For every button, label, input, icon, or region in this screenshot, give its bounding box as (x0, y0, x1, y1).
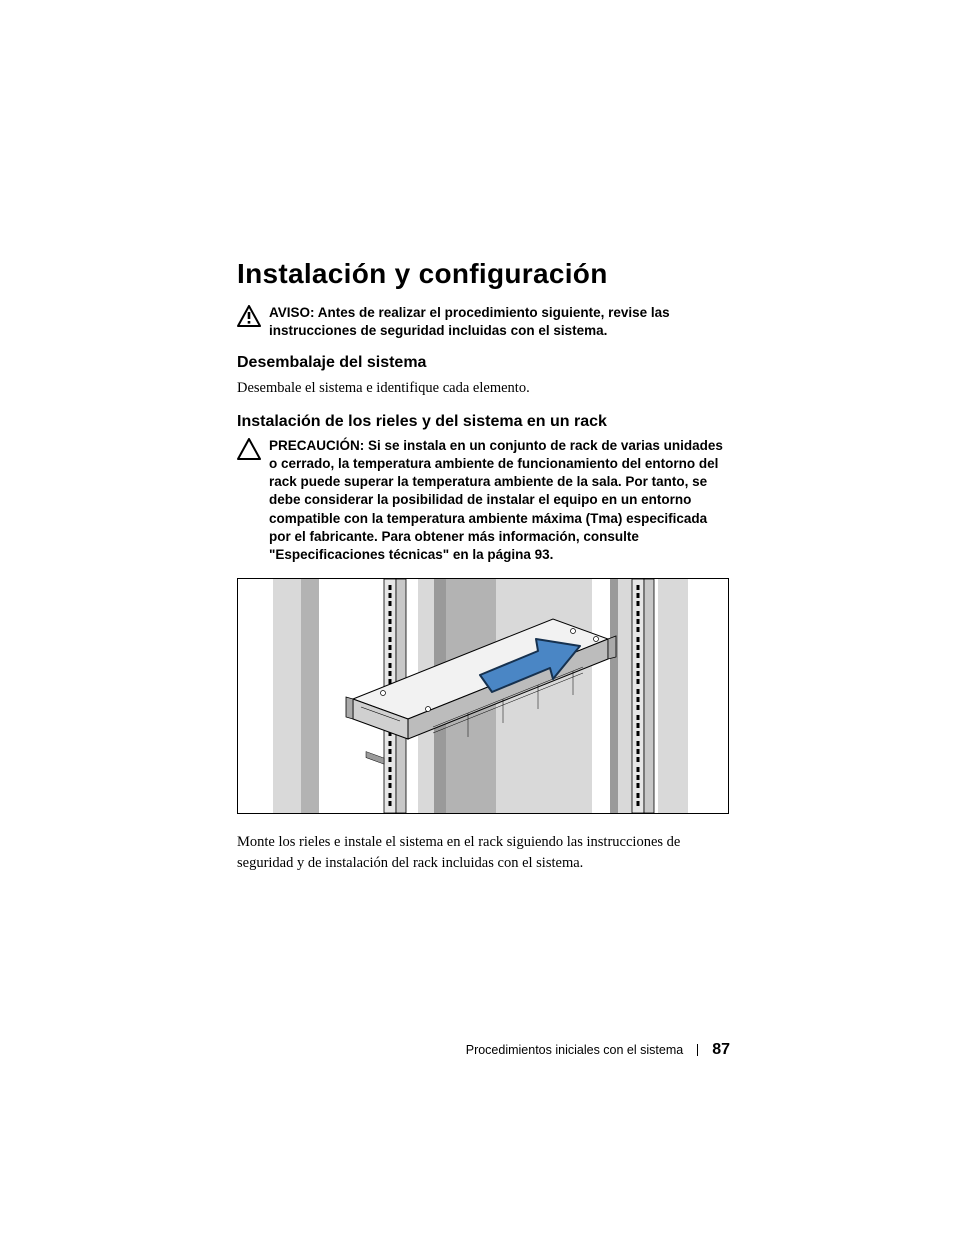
body-unpack: Desembale el sistema e identifique cada … (237, 378, 732, 398)
subheading-rails: Instalación de los rieles y del sistema … (237, 413, 732, 431)
subheading-unpack: Desembalaje del sistema (237, 354, 732, 372)
warning-block: AVISO: Antes de realizar el procedimient… (237, 304, 732, 340)
caution-text: PRECAUCIÓN: Si se instala en un conjunto… (269, 437, 732, 565)
warning-icon (237, 305, 261, 332)
caution-block: PRECAUCIÓN: Si se instala en un conjunto… (237, 437, 732, 565)
rack-install-illustration (237, 578, 729, 814)
caution-body: Si se instala en un conjunto de rack de … (269, 438, 723, 562)
footer-section: Procedimientos iniciales con el sistema (466, 1043, 683, 1057)
page-root: Instalación y configuración AVISO: Antes… (0, 0, 954, 1235)
warning-text: AVISO: Antes de realizar el procedimient… (269, 304, 732, 340)
footer-separator (697, 1044, 698, 1056)
body-mount: Monte los rieles e instale el sistema en… (237, 832, 732, 873)
footer-page-number: 87 (712, 1041, 730, 1059)
caution-icon (237, 438, 261, 465)
page-footer: Procedimientos iniciales con el sistema … (0, 1041, 954, 1059)
content-column: Instalación y configuración AVISO: Antes… (237, 258, 732, 887)
heading-main: Instalación y configuración (237, 258, 732, 290)
warning-label: AVISO: (269, 305, 315, 320)
caution-label: PRECAUCIÓN: (269, 438, 364, 453)
warning-body: Antes de realizar el procedimiento sigui… (269, 305, 670, 338)
